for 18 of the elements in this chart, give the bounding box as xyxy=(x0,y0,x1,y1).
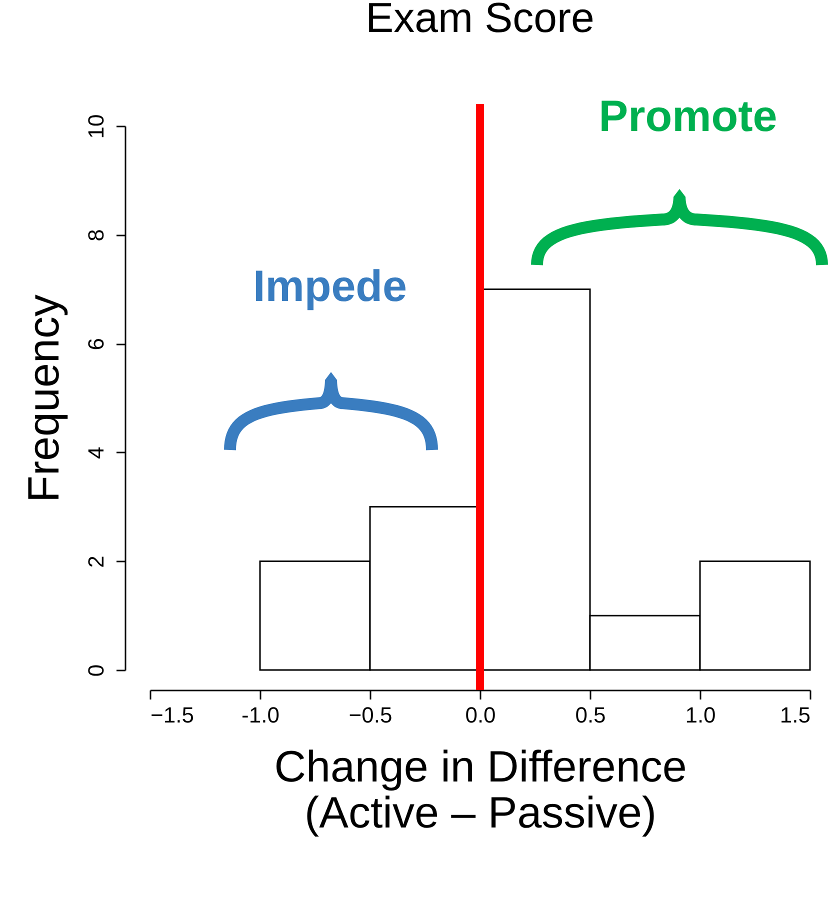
x-tick-label: −1.5 xyxy=(150,702,194,728)
x-tick-label: 1.0 xyxy=(685,702,716,728)
x-tick-label: -1.0 xyxy=(242,702,280,728)
annotation: Promote xyxy=(598,92,778,141)
x-tick-label: 0.0 xyxy=(465,702,496,728)
x-tick-label: −0.5 xyxy=(348,702,392,728)
x-tick-label: 0.5 xyxy=(575,702,606,728)
y-tick-label: 10 xyxy=(84,114,108,139)
x-tick-label: 1.5 xyxy=(780,702,810,728)
y-tick-label: 2 xyxy=(84,556,108,568)
y-axis-title: Frequency xyxy=(20,294,68,502)
y-tick-label: 8 xyxy=(84,229,108,242)
y-tick-label: 6 xyxy=(84,338,108,350)
annotation: Impede xyxy=(252,262,408,311)
chart-title: Exam Score xyxy=(366,0,594,41)
y-tick-label: 0 xyxy=(84,664,108,677)
y-tick-label: 4 xyxy=(84,446,108,460)
x-axis-title: Change in Difference (Active – Passive) xyxy=(274,742,687,838)
